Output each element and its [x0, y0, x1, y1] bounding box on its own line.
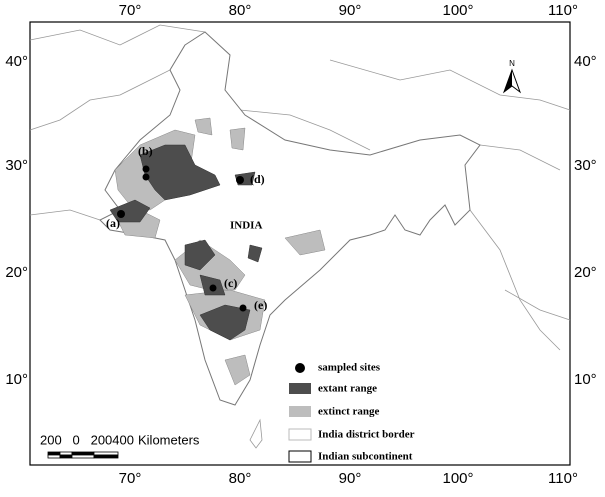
scale-bar	[47, 451, 119, 459]
north-label: N	[509, 59, 515, 68]
legend-symbol	[288, 450, 312, 463]
legend-symbol	[289, 383, 311, 394]
right-axis-label: 20°	[574, 264, 597, 281]
bottom-axis-label: 110°	[548, 470, 578, 487]
neighbour-borders	[29, 24, 571, 449]
top-axis-label: 110°	[548, 2, 578, 19]
scale-ticks: 200 0 200400	[40, 432, 134, 447]
top-axis-label: 90°	[339, 2, 362, 19]
axes: 70° 80° 90° 100° 110° 70° 80° 90° 100° 110° 40° 30°…	[5, 2, 596, 487]
bottom-axis-label: 80°	[229, 470, 252, 487]
legend-label: Indian subcontinent	[318, 451, 413, 463]
left-axis-label: 40°	[5, 53, 28, 70]
right-axis-label: 10°	[574, 371, 597, 388]
legend-label: sampled sites	[318, 362, 381, 374]
bottom-axis-label: 70°	[119, 470, 142, 487]
right-axis-label: 40°	[574, 53, 597, 70]
top-axis-label: 100°	[442, 2, 473, 19]
bottom-axis-label: 100°	[442, 470, 473, 487]
legend-symbol	[289, 406, 311, 417]
sampled-sites	[117, 165, 247, 312]
top-axis-label: 80°	[229, 2, 252, 19]
site-label: (b)	[138, 144, 153, 158]
bottom-axis-label: 90°	[339, 470, 362, 487]
site-label: (a)	[106, 216, 120, 230]
legend-label: extant range	[318, 383, 377, 395]
left-axis-label: 10°	[5, 371, 28, 388]
site-label: (c)	[224, 276, 237, 290]
top-axis-label: 70°	[119, 2, 142, 19]
legend-label: India district border	[318, 429, 415, 441]
country-label: INDIA	[230, 220, 262, 232]
legend-symbol	[295, 363, 305, 373]
site-label: (e)	[254, 298, 267, 312]
scale-unit: Kilometers	[138, 432, 200, 447]
north-arrow-half	[504, 70, 512, 92]
right-axis-label: 30°	[574, 157, 597, 174]
left-axis-label: 20°	[5, 264, 28, 281]
left-axis-label: 30°	[5, 157, 28, 174]
legend-symbol	[288, 428, 312, 441]
legend-label: extinct range	[318, 406, 380, 418]
site-label: (d)	[250, 172, 265, 186]
